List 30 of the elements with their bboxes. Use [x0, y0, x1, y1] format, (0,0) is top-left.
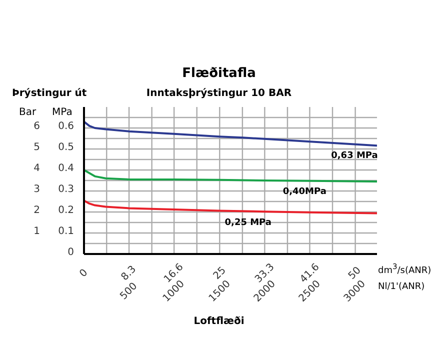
y2-tick-label: 3 — [32, 184, 40, 195]
x-axis-title: dm$^{3}$/s(ANR) — [378, 262, 432, 276]
chart-subtitle: Inntaksþrýstingur 10 BAR — [146, 88, 292, 99]
y-axis-title: MPa — [52, 107, 72, 118]
x-tick-label: 50 — [346, 264, 364, 282]
y2-tick-label: 2 — [32, 205, 40, 216]
chart-title: Flæðitafla — [181, 66, 257, 81]
y2-tick-label: 1 — [32, 226, 40, 237]
y2-tick-label: 4 — [32, 163, 40, 174]
annotation: 0,25 MPa — [224, 218, 272, 228]
y-tick-label: 0.2 — [57, 205, 74, 216]
line-series — [84, 200, 377, 214]
text: Þrýstingur út — [12, 88, 87, 99]
y-tick-label: 0.3 — [57, 184, 74, 195]
y2-tick-label: 6 — [32, 121, 40, 132]
x-tick-label: 25 — [211, 264, 228, 282]
x-tick-label: 0 — [76, 266, 92, 282]
y-tick-label: 0.6 — [57, 121, 74, 132]
y-tick-label: 0.1 — [57, 226, 74, 237]
annotation: 0,40MPa — [282, 186, 326, 196]
y-tick-label: 0 — [66, 247, 74, 258]
annotation: 0,63 MPa — [331, 150, 378, 161]
y-tick-label: 0.4 — [57, 163, 74, 174]
y2-tick-label: 5 — [32, 142, 40, 153]
x2-axis-title: Nl/1'(ANR) — [378, 282, 425, 292]
y2-axis-title: Bar — [19, 107, 36, 118]
text: Loftflæði — [192, 316, 246, 327]
line-series — [84, 169, 377, 183]
y-tick-label: 0.5 — [57, 142, 74, 153]
line-series — [84, 120, 377, 147]
